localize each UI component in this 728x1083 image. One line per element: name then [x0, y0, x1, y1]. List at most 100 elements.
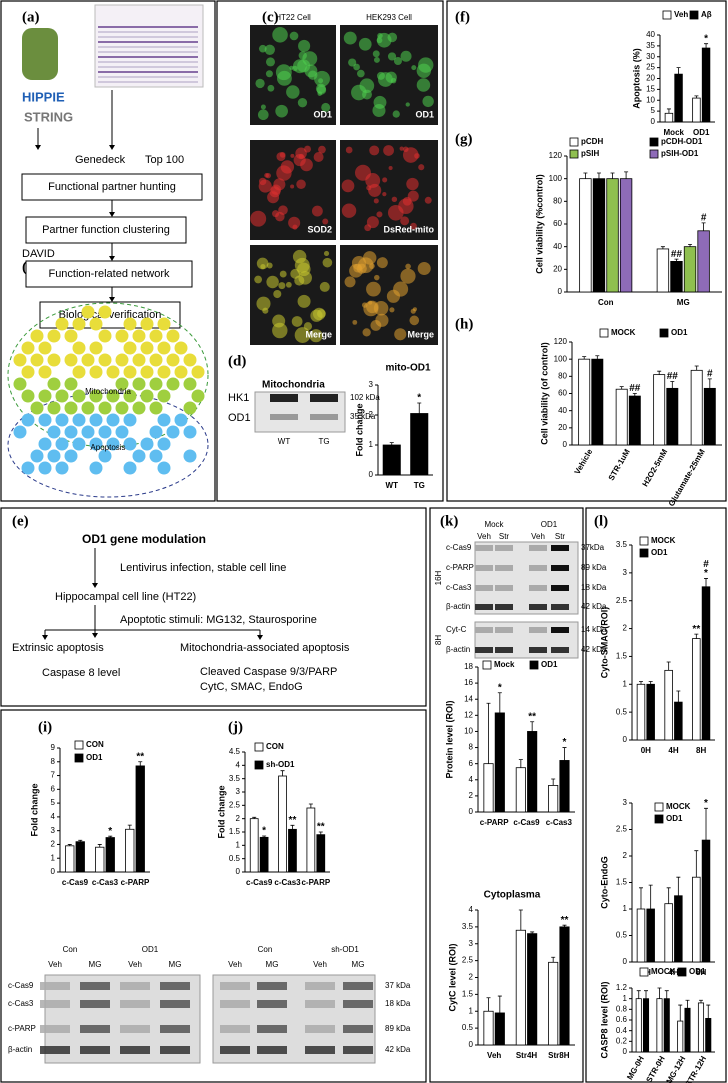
legend-swatch: [649, 137, 659, 147]
network-node: [132, 449, 146, 463]
network-node: [47, 329, 61, 343]
network-node: [72, 437, 86, 451]
bar: [663, 998, 670, 1053]
network-node: [166, 329, 180, 343]
blot-band: [343, 1046, 373, 1054]
label: 42 kDa: [581, 645, 607, 654]
y-tick-label: 4: [469, 905, 474, 914]
significance-label: *: [108, 826, 112, 837]
blot-band: [160, 1046, 190, 1054]
y-tick-label: 0: [469, 807, 474, 816]
cell-signal: [416, 63, 431, 78]
y-tick-label: 4: [469, 775, 474, 784]
y-tick-label: 2.5: [616, 596, 628, 605]
blot-band: [160, 982, 190, 990]
y-tick-label: 12: [464, 710, 473, 719]
legend-swatch: [569, 149, 579, 159]
y-axis-label: Protein level (ROI): [444, 700, 454, 778]
network-node: [64, 401, 78, 415]
cell-signal: [297, 294, 311, 308]
y-tick-label: 2.5: [229, 800, 241, 809]
bar: [692, 876, 701, 963]
label: (g): [455, 131, 473, 147]
x-tick-label: Con: [598, 298, 614, 307]
y-tick-label: 3: [236, 787, 241, 796]
blot-band: [257, 1025, 287, 1033]
label: (d): [228, 353, 246, 369]
label: (i): [38, 719, 52, 735]
label: Cyt-C: [446, 625, 467, 634]
network-node: [149, 377, 163, 391]
screenshot-row: [98, 51, 198, 53]
y-tick-label: 1: [469, 1006, 474, 1015]
cell-signal: [308, 70, 318, 80]
error-bar: [562, 924, 567, 927]
label: Partner function clustering: [42, 224, 170, 236]
network-node: [38, 389, 52, 403]
label: Apoptotic stimuli: MG132, Staurosporine: [120, 614, 317, 626]
cell-signal: [361, 302, 368, 308]
network-node: [55, 317, 69, 331]
cell-signal: [280, 160, 295, 174]
x-tick-label: Str8H: [548, 1051, 570, 1060]
network-node: [98, 305, 112, 319]
blot-band: [80, 1025, 110, 1033]
y-tick-label: 80: [553, 196, 562, 205]
cell-signal: [270, 184, 282, 195]
network-node: [123, 461, 137, 475]
bar: [670, 260, 683, 293]
bar: [703, 387, 716, 446]
network-node: [89, 461, 103, 475]
screenshot-row: [98, 31, 198, 33]
y-tick-label: 10: [464, 727, 473, 736]
cell-signal: [394, 328, 407, 341]
cell-signal: [272, 27, 288, 43]
label: Veh: [313, 960, 327, 969]
bar: [677, 1020, 684, 1053]
blot-band: [120, 1000, 150, 1008]
bar: [664, 669, 673, 741]
cell-signal: [358, 37, 372, 51]
bar: [548, 785, 559, 813]
cell-signal: [254, 275, 263, 284]
cell-signal: [294, 327, 311, 343]
y-tick-label: 3: [623, 798, 628, 807]
y-axis-label: Cyto-EndoG: [599, 856, 609, 909]
error-bar: [707, 378, 712, 389]
error-bar: [138, 761, 143, 766]
label: 18 kDa: [581, 583, 607, 592]
blot-band: [220, 1025, 250, 1033]
network-node: [55, 389, 69, 403]
cell-signal: [351, 84, 367, 101]
error-bar: [551, 956, 556, 963]
significance-label: #: [707, 369, 713, 380]
blot-band: [551, 627, 569, 633]
label: SOD2: [307, 224, 332, 234]
label: Str: [499, 532, 510, 541]
blot-band: [495, 604, 513, 610]
blot-band: [551, 545, 569, 551]
cell-signal: [418, 164, 425, 171]
box: [21, 173, 203, 201]
y-tick-label: 0: [651, 117, 656, 126]
y-tick-label: 60: [553, 219, 562, 228]
cell-signal: [393, 281, 409, 297]
cell-signal: [296, 179, 306, 190]
network-node: [183, 353, 197, 367]
label: 18 kDa: [385, 999, 411, 1008]
network-node: [106, 413, 120, 427]
cell-signal: [286, 85, 300, 99]
y-tick-label: 2: [236, 814, 241, 823]
cell-signal: [373, 198, 379, 204]
network-node: [149, 449, 163, 463]
label: c-PARP: [8, 1024, 36, 1033]
cell-signal: [275, 64, 292, 81]
network-node: [47, 377, 61, 391]
cell-signal: [344, 276, 356, 288]
cell-signal: [399, 146, 404, 151]
network-node: [132, 353, 146, 367]
label: 37 kDa: [385, 981, 411, 990]
blot-band: [305, 982, 335, 990]
y-tick-label: 1: [623, 904, 628, 913]
arrow-head: [109, 297, 115, 302]
